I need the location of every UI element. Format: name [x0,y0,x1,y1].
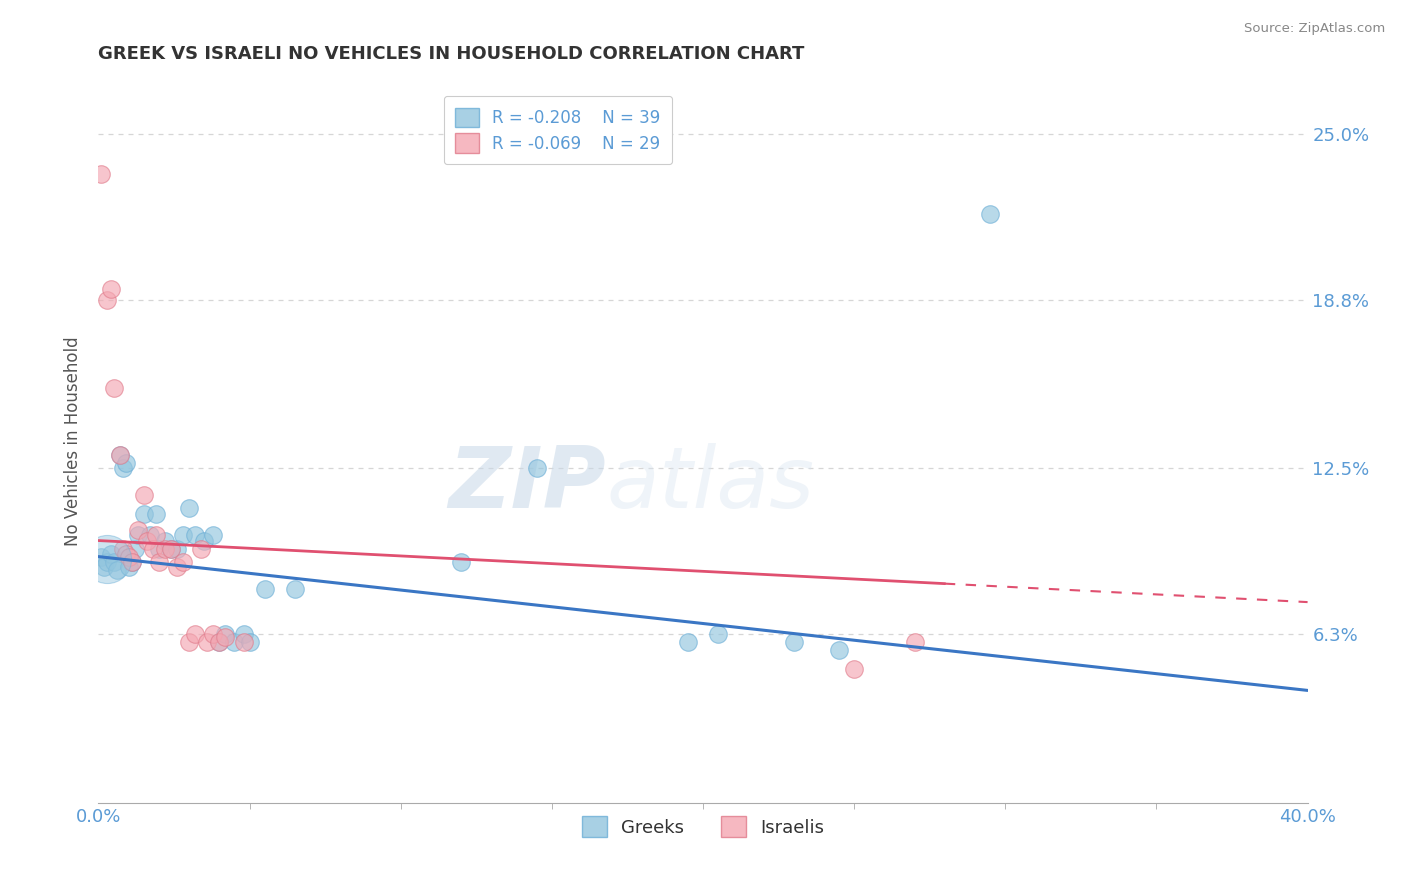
Point [208,635,231,649]
Point [179,501,201,516]
Point [160,541,183,556]
Point [114,547,136,561]
Point [93,560,115,574]
Point [103,555,125,569]
Point [100,282,122,296]
Point [904,635,927,649]
Point [166,560,188,574]
Point [135,533,157,548]
Point [127,523,149,537]
Point [132,507,155,521]
Point [526,461,548,475]
Point [127,528,149,542]
Point [172,528,194,542]
Point [195,635,218,649]
Point [148,541,170,556]
Point [103,381,125,395]
Point [118,549,141,564]
Point [142,541,165,556]
Text: GREEK VS ISRAELI NO VEHICLES IN HOUSEHOLD CORRELATION CHART: GREEK VS ISRAELI NO VEHICLES IN HOUSEHOL… [98,45,804,63]
Point [148,555,170,569]
Point [828,643,851,657]
Point [145,507,167,521]
Point [96,555,118,569]
Point [96,552,118,566]
Point [121,555,143,569]
Point [179,635,201,649]
Point [232,635,254,649]
Point [707,627,730,641]
Y-axis label: No Vehicles in Household: No Vehicles in Household [65,336,83,547]
Point [124,541,146,556]
Point [100,547,122,561]
Point [121,555,143,569]
Point [202,528,225,542]
Legend: Greeks, Israelis: Greeks, Israelis [575,809,831,845]
Point [153,533,176,548]
Point [979,207,1001,221]
Point [202,627,225,641]
Point [214,627,236,641]
Point [224,635,246,649]
Point [108,448,131,462]
Point [108,448,131,462]
Point [844,662,866,676]
Point [284,582,307,596]
Point [90,167,112,181]
Text: Source: ZipAtlas.com: Source: ZipAtlas.com [1244,22,1385,36]
Point [783,635,806,649]
Point [184,528,207,542]
Point [90,549,112,564]
Point [214,630,236,644]
Point [184,627,207,641]
Point [190,541,212,556]
Point [132,488,155,502]
Point [111,461,134,475]
Text: ZIP: ZIP [449,443,606,526]
Point [145,528,167,542]
Point [172,555,194,569]
Point [450,555,472,569]
Point [160,541,183,556]
Point [114,456,136,470]
Point [96,293,118,307]
Text: atlas: atlas [606,443,814,526]
Point [118,560,141,574]
Point [105,563,128,577]
Point [166,541,188,556]
Point [193,533,215,548]
Point [676,635,699,649]
Point [153,541,176,556]
Point [232,627,254,641]
Point [253,582,276,596]
Point [239,635,262,649]
Point [208,635,231,649]
Point [111,541,134,556]
Point [139,528,162,542]
